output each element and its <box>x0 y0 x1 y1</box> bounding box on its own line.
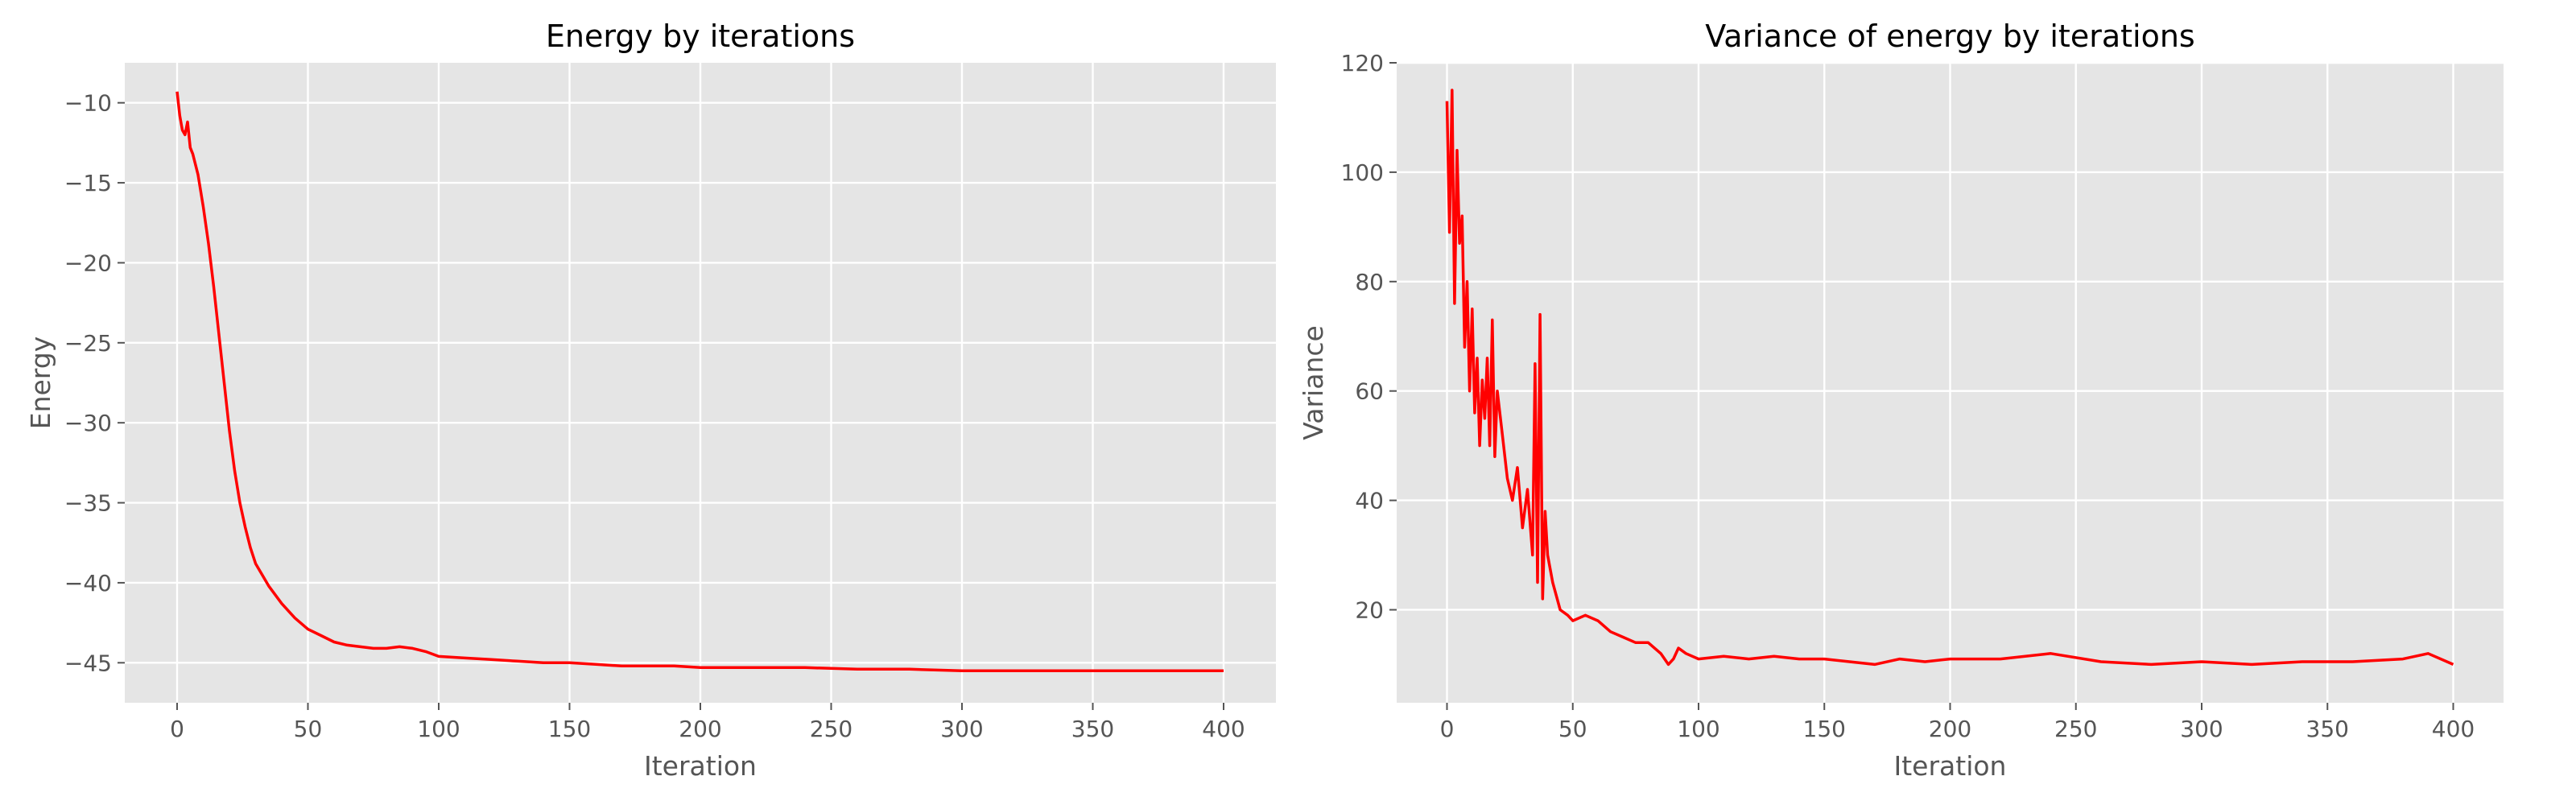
energy-y-tick-label: −15 <box>64 170 112 196</box>
variance-x-tick-label: 200 <box>1929 716 1971 742</box>
energy-series-line <box>175 91 1224 673</box>
variance-x-tick-label: 0 <box>1440 716 1455 742</box>
energy-y-tick-label: −30 <box>64 410 112 436</box>
energy-x-tick-label: 350 <box>1071 716 1114 742</box>
energy-y-tick-label: −25 <box>64 330 112 357</box>
energy-y-tick-label: −35 <box>64 490 112 517</box>
variance-chart: 0 50 100 150 200 250 300 350 400 20 40 60 80 100 120 V… <box>1298 19 2504 782</box>
energy-x-tick-label: 50 <box>294 716 323 742</box>
variance-x-tick-label: 400 <box>2432 716 2475 742</box>
energy-y-tick-label: −10 <box>64 90 112 117</box>
energy-x-tick-label: 300 <box>940 716 983 742</box>
energy-x-tick-label: 0 <box>170 716 184 742</box>
energy-y-tick-label: −45 <box>64 650 112 676</box>
variance-y-tick-label: 40 <box>1355 488 1384 514</box>
energy-y-tick-label: −40 <box>64 570 112 597</box>
energy-ticks: 0 50 100 150 200 250 300 350 400 −45 −40 −35 −30 −25 −… <box>64 90 1245 742</box>
variance-y-tick-label: 80 <box>1355 269 1384 295</box>
energy-y-tick-label: −20 <box>64 250 112 276</box>
energy-chart-title: Energy by iterations <box>546 19 855 54</box>
energy-x-tick-label: 150 <box>548 716 591 742</box>
energy-x-tick-label: 200 <box>679 716 721 742</box>
variance-x-axis-label: Iteration <box>1894 750 2007 782</box>
energy-grid <box>125 63 1276 703</box>
energy-x-axis-label: Iteration <box>644 750 757 782</box>
energy-x-tick-label: 250 <box>810 716 852 742</box>
energy-x-tick-label: 100 <box>417 716 460 742</box>
variance-chart-title: Variance of energy by iterations <box>1705 19 2194 54</box>
variance-y-tick-label: 60 <box>1355 378 1384 405</box>
variance-series-line <box>1445 89 2454 667</box>
variance-x-tick-label: 50 <box>1558 716 1587 742</box>
variance-y-tick-label: 120 <box>1341 50 1384 76</box>
variance-grid <box>1397 61 2504 703</box>
variance-y-tick-label: 20 <box>1355 597 1384 623</box>
variance-ticks: 0 50 100 150 200 250 300 350 400 20 40 60 80 100 120 <box>1341 50 2475 742</box>
energy-chart: 0 50 100 150 200 250 300 350 400 −45 −40 −35 −30 −25 −… <box>25 19 1276 782</box>
variance-x-tick-label: 150 <box>1803 716 1846 742</box>
variance-x-tick-label: 250 <box>2054 716 2097 742</box>
variance-x-tick-label: 350 <box>2306 716 2349 742</box>
energy-y-axis-label: Energy <box>25 336 56 430</box>
energy-x-tick-label: 400 <box>1202 716 1245 742</box>
variance-x-tick-label: 100 <box>1677 716 1719 742</box>
variance-y-tick-label: 100 <box>1341 159 1384 186</box>
variance-y-axis-label: Variance <box>1298 325 1329 440</box>
variance-x-tick-label: 300 <box>2180 716 2223 742</box>
